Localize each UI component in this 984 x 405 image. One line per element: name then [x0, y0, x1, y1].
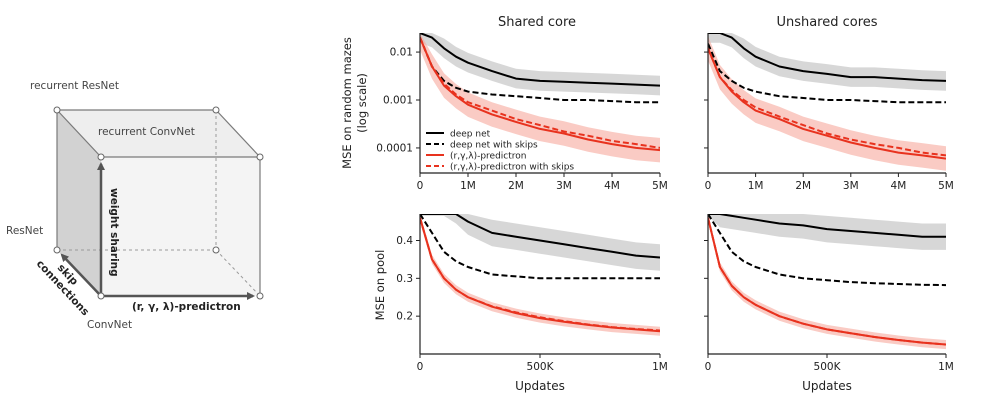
vertex-convnet — [97, 292, 105, 300]
series-line — [708, 47, 946, 157]
column-title-shared-core: Shared core — [498, 15, 576, 30]
cube-front-face — [101, 157, 260, 296]
legend: deep net deep net with skips (r,γ,λ)-pre… — [426, 130, 574, 173]
series-line — [420, 37, 660, 104]
series-band — [420, 33, 660, 96]
panel-bottom-left: 0 500K 1M 0.2 0.3 0.4 Updates — [396, 214, 668, 393]
cube-edge — [56, 109, 102, 158]
y-tick-label: 0.0001 — [376, 142, 413, 154]
label-recurrent-resnet: recurrent ResNet — [30, 80, 119, 92]
label-convnet: ConvNet — [87, 319, 132, 331]
x-tick-label: 4M — [604, 180, 620, 192]
x-tick-label: 4M — [891, 180, 907, 192]
label-resnet: ResNet — [6, 225, 43, 237]
series-line — [420, 37, 660, 152]
legend-label: deep net — [450, 130, 491, 140]
series-line — [708, 217, 946, 346]
plot-area — [708, 214, 946, 350]
series-band — [708, 214, 946, 250]
series-line — [708, 43, 946, 104]
panel-top-right: 0 1M 2M 3M 4M 5M — [704, 33, 954, 192]
series-band — [420, 214, 660, 336]
series-line — [708, 214, 946, 287]
vertex-recurrent-resnet — [53, 106, 61, 114]
x-tick-label: 1M — [748, 180, 764, 192]
panel-top-left: 0 1M 2M 3M 4M 5M 0.0001 0.001 0.01 — [376, 33, 668, 192]
vertex — [256, 153, 264, 161]
x-tick-label: 1M — [652, 361, 668, 373]
y-tick-label: 0.01 — [390, 47, 413, 59]
plot-area — [708, 33, 946, 171]
x-tick-label: 5M — [938, 180, 954, 192]
vertex-recurrent-convnet — [97, 153, 105, 161]
series-line — [708, 214, 946, 238]
x-tick-label: 0 — [417, 361, 424, 373]
x-tick-label: 3M — [843, 180, 859, 192]
x-tick-label: 5M — [652, 180, 668, 192]
legend-label: (r,γ,λ)-predictron with skips — [450, 163, 574, 173]
label-weight-sharing: weight sharing — [108, 188, 120, 277]
ylabel-bottom: MSE on pool — [373, 250, 387, 321]
vertex — [212, 106, 220, 114]
label-predictron: (r, γ, λ)-predictron — [132, 301, 241, 313]
x-tick-label: 500K — [814, 361, 842, 373]
cube-top-face — [57, 110, 260, 157]
ylabel-top-line1: MSE on random mazes — [340, 37, 354, 169]
plot-area — [420, 214, 660, 336]
label-recurrent-convnet: recurrent ConvNet — [98, 126, 195, 138]
vertex-resnet — [53, 246, 61, 254]
cube-hidden-edge — [215, 249, 261, 297]
series-line — [708, 47, 946, 160]
series-band — [708, 36, 946, 171]
vertex — [212, 246, 220, 254]
series-line — [420, 217, 660, 332]
x-tick-label: 0 — [705, 180, 712, 192]
cube-edge — [215, 109, 261, 158]
x-tick-label: 1M — [938, 361, 954, 373]
legend-label: (r,γ,λ)-predictron — [450, 152, 527, 162]
y-tick-label: 0.2 — [396, 311, 413, 323]
ylabel-top-line2: (log scale) — [355, 73, 369, 133]
x-axis-label: Updates — [802, 379, 852, 393]
x-tick-label: 0 — [417, 180, 424, 192]
series-band — [420, 33, 660, 163]
column-title-unshared-cores: Unshared cores — [776, 15, 877, 30]
series-line — [420, 214, 660, 259]
series-line — [708, 33, 946, 82]
series-line — [420, 214, 660, 280]
x-tick-label: 3M — [556, 180, 572, 192]
series-band — [708, 33, 946, 91]
x-tick-label: 2M — [795, 180, 811, 192]
vertex — [256, 292, 264, 300]
panel-bottom-right: 0 500K 1M Updates — [704, 214, 954, 393]
series-line — [420, 33, 660, 87]
y-tick-label: 0.4 — [396, 235, 413, 247]
x-tick-label: 500K — [527, 361, 555, 373]
x-tick-label: 0 — [705, 361, 712, 373]
x-tick-label: 2M — [508, 180, 524, 192]
x-tick-label: 1M — [460, 180, 476, 192]
plot-area — [420, 33, 660, 163]
legend-label: deep net with skips — [450, 141, 538, 151]
y-tick-label: 0.001 — [383, 95, 413, 107]
y-tick-label: 0.3 — [396, 273, 413, 285]
cube-diagram: recurrent ResNet recurrent ConvNet ResNe… — [6, 80, 264, 331]
x-axis-label: Updates — [515, 379, 565, 393]
series-band — [420, 214, 660, 271]
skip-connections-arrow — [60, 253, 102, 297]
